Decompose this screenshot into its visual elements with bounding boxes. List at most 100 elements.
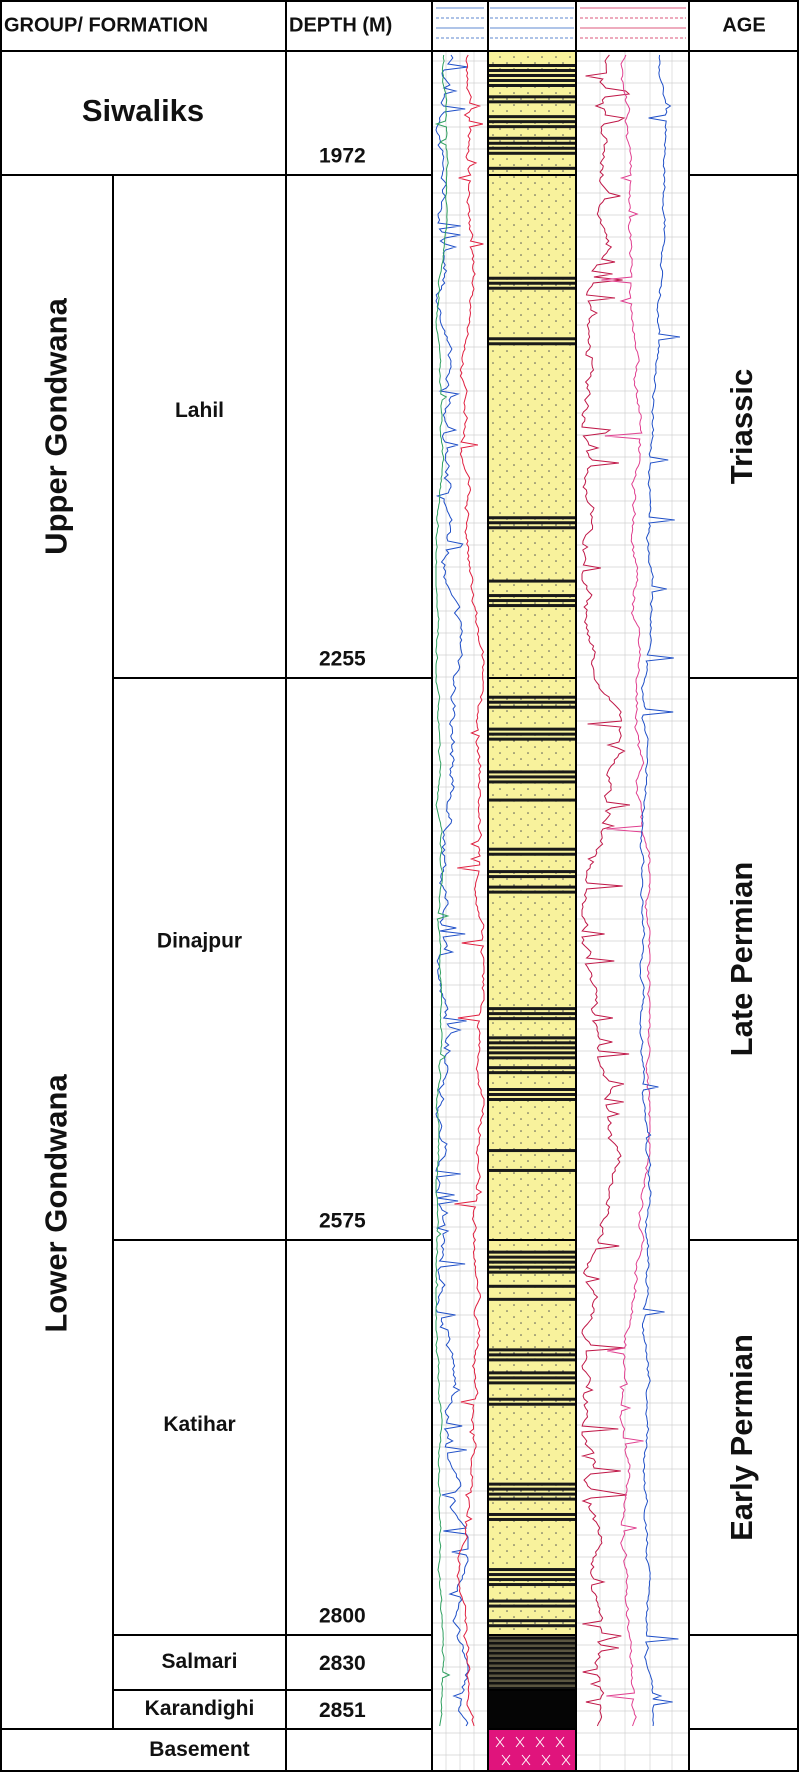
lithology-shale: [488, 1250, 576, 1254]
lithology-shale: [488, 870, 576, 874]
lithology-shale: [488, 1297, 576, 1301]
formation-name: Basement: [149, 1738, 249, 1761]
lithology-shale: [488, 1647, 576, 1650]
lithology-shale: [488, 705, 576, 709]
lithology-basement: [488, 1729, 576, 1772]
formation-name: Dinajpur: [157, 930, 242, 953]
lithology-shale: [488, 64, 576, 68]
lithology-shale: [488, 69, 576, 73]
lithology-shale: [488, 1353, 576, 1357]
formation-name: Salmari: [162, 1650, 238, 1673]
formation-name: Karandighi: [145, 1697, 255, 1720]
lithology-shale: [488, 1517, 576, 1521]
lithology-shale: [488, 1376, 576, 1380]
lithology-shale: [488, 1599, 576, 1603]
lithology-shale: [488, 847, 576, 851]
lithology-shale: [488, 1672, 576, 1675]
lithology-shale: [488, 1255, 576, 1259]
lithology-shale: [488, 1573, 576, 1577]
lithology-shale: [488, 1492, 576, 1496]
lithology-shale: [488, 151, 576, 155]
lithology-shale: [488, 1497, 576, 1501]
header-depth: DEPTH (M): [289, 14, 392, 36]
formation-name: Katihar: [163, 1413, 235, 1436]
lithology-shale: [488, 1088, 576, 1092]
log-curve: [454, 54, 485, 1727]
lithology-shale: [488, 136, 576, 140]
lithology-shale: [488, 281, 576, 285]
age-label: Late Permian: [724, 862, 759, 1057]
lithology-shale: [488, 1066, 576, 1070]
basement-symbol: [535, 1736, 551, 1766]
log-curve: [435, 54, 469, 1727]
lithology-shale: [488, 1687, 576, 1690]
lithology-shale: [488, 337, 576, 341]
depth-label: 2575: [319, 1210, 366, 1233]
lithology-shale: [488, 276, 576, 280]
header-age: AGE: [722, 14, 765, 36]
lithology-shale: [488, 1260, 576, 1264]
depth-label: 1972: [319, 145, 366, 168]
lithology-shale: [488, 1482, 576, 1486]
age-label: Triassic: [724, 369, 759, 484]
lithology-shale: [488, 521, 576, 525]
lithology-shale: [488, 115, 576, 119]
lithology-shale: [488, 1624, 576, 1628]
lithology-shale: [488, 1397, 576, 1401]
lithology-shale: [488, 604, 576, 608]
lithology-shale: [488, 1041, 576, 1045]
formation-name: Siwaliks: [82, 93, 204, 128]
lithology-shale: [488, 1051, 576, 1055]
lithology-shale: [488, 1270, 576, 1274]
lithology-shale: [488, 1036, 576, 1040]
lithology-shale: [488, 775, 576, 779]
lithology-shale: [488, 1071, 576, 1075]
lithology-shale: [488, 84, 576, 88]
lithology-shale: [488, 1007, 576, 1011]
lithology-shale: [488, 1637, 576, 1640]
log-curve: [639, 54, 680, 1727]
lithology-shale: [488, 526, 576, 530]
depth-label: 2800: [319, 1605, 366, 1628]
lithology-shale: [488, 146, 576, 150]
lithology-shale: [488, 1348, 576, 1352]
lithology-shale: [488, 1017, 576, 1021]
lithology-shale: [488, 1371, 576, 1375]
lithology-shale: [488, 852, 576, 856]
depth-label: 2851: [319, 1699, 366, 1722]
lithology-shale: [488, 1056, 576, 1060]
lithology-shale: [488, 700, 576, 704]
lithology-shale: [488, 1098, 576, 1102]
lithology-shale: [488, 286, 576, 290]
header-group-formation: GROUP/ FORMATION: [4, 14, 208, 36]
lithology-shale: [488, 1284, 576, 1288]
lithology-shale: [488, 1168, 576, 1172]
lithology-sand: [487, 50, 577, 1636]
lithology-shale: [488, 594, 576, 598]
lithology-shale: [488, 125, 576, 129]
lithology-shale: [488, 727, 576, 731]
lithology-shale: [488, 516, 576, 520]
lithology-shale: [488, 1604, 576, 1608]
lithology-shale: [488, 1402, 576, 1406]
lithology-shale: [488, 1265, 576, 1269]
lithology-shale: [488, 732, 576, 736]
log-curve: [580, 54, 631, 1727]
log-curve: [434, 54, 451, 1727]
lithology-shale: [488, 79, 576, 83]
group-name: Lower Gondwana: [39, 1074, 74, 1333]
lithology-shale: [488, 166, 576, 170]
lithology-shale: [488, 1093, 576, 1097]
lithology-shale: [488, 1358, 576, 1362]
lithology-shale: [488, 1568, 576, 1572]
lithology-shale: [488, 875, 576, 879]
lithology-shale: [488, 1682, 576, 1685]
lithology-shale: [488, 100, 576, 104]
lithology-shale: [488, 1667, 576, 1670]
lithology-shale: [488, 1046, 576, 1050]
lithology-shale: [488, 1487, 576, 1491]
basement-symbol: [515, 1736, 531, 1766]
lithology-shale: [488, 1149, 576, 1153]
